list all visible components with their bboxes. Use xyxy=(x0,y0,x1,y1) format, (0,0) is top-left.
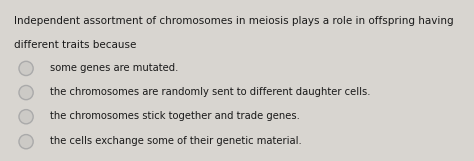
Text: the cells exchange some of their genetic material.: the cells exchange some of their genetic… xyxy=(50,136,301,146)
Ellipse shape xyxy=(19,61,33,76)
Text: Independent assortment of chromosomes in meiosis plays a role in offspring havin: Independent assortment of chromosomes in… xyxy=(14,16,454,26)
Text: the chromosomes are randomly sent to different daughter cells.: the chromosomes are randomly sent to dif… xyxy=(50,87,370,97)
Ellipse shape xyxy=(19,110,33,124)
Ellipse shape xyxy=(19,85,33,100)
Ellipse shape xyxy=(19,135,33,149)
Text: some genes are mutated.: some genes are mutated. xyxy=(50,63,178,73)
Text: the chromosomes stick together and trade genes.: the chromosomes stick together and trade… xyxy=(50,111,300,121)
Text: different traits because: different traits because xyxy=(14,40,137,50)
